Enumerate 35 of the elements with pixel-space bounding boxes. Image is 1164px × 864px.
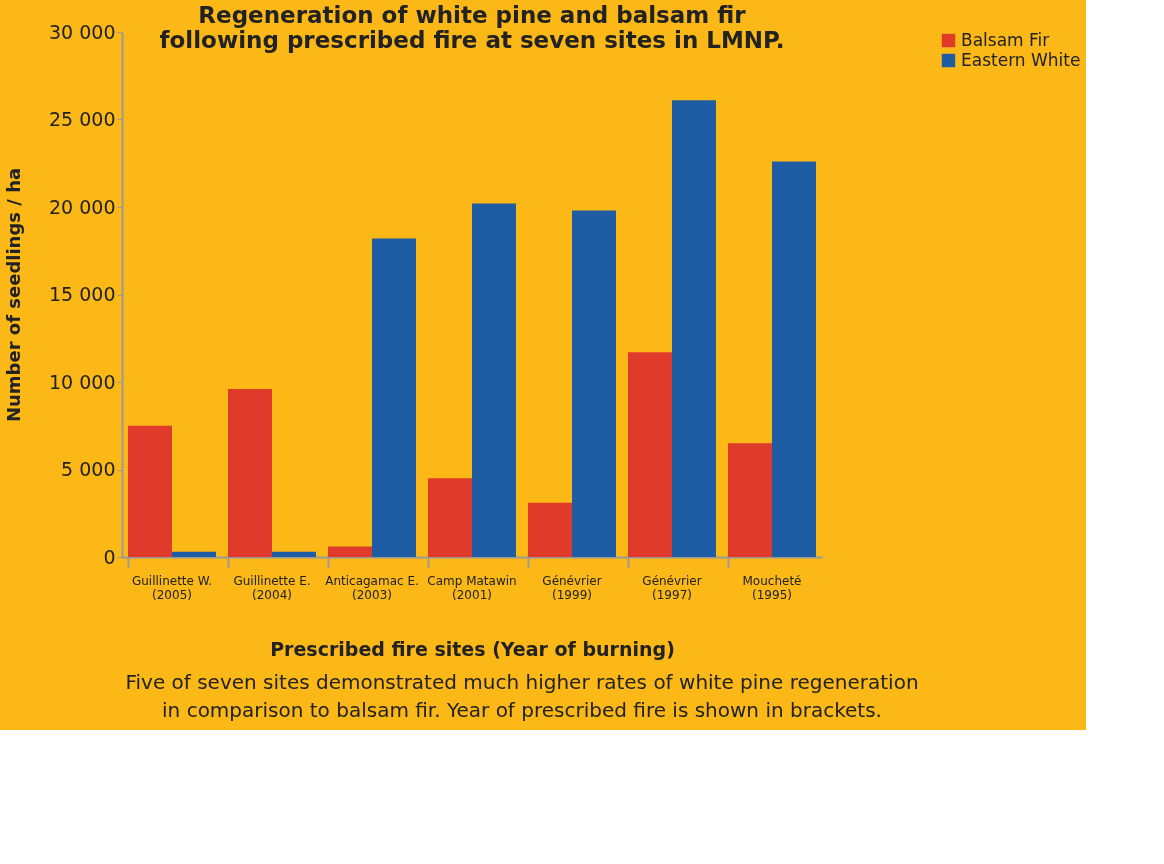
bar	[772, 161, 816, 557]
x-tick-label: Camp Matawin (2001)	[427, 573, 517, 602]
y-tick-label: 5 000	[61, 458, 116, 480]
x-tick-label: Guillinette W. (2005)	[131, 573, 213, 602]
bar	[228, 389, 272, 557]
y-tick-label: 10 000	[49, 370, 116, 393]
y-tick-label: 25 000	[49, 108, 116, 130]
bar	[328, 546, 372, 557]
bar	[372, 238, 416, 557]
chart-title: Regeneration of white pine and balsam fir following prescribed fire at seven sites in LMNP.	[159, 2, 785, 53]
y-tick-label: 30 000	[49, 20, 116, 43]
bar	[728, 443, 772, 557]
x-tick-label: Moucheté (1995)	[742, 573, 802, 602]
bar	[628, 352, 672, 557]
bar	[128, 425, 172, 557]
bar	[272, 551, 316, 557]
x-tick-label: Guillinette E. (2004)	[233, 573, 311, 602]
legend-label: Balsam Fir	[961, 29, 1050, 50]
x-tick-label: Génévrier (1997)	[642, 573, 702, 602]
bar	[172, 551, 216, 557]
x-tick-label: Anticagamac E. (2003)	[325, 573, 419, 602]
legend-label: Eastern White	[961, 49, 1081, 70]
y-tick-label: 20 000	[49, 195, 116, 218]
x-tick-label: Génévrier (1999)	[542, 573, 602, 602]
y-tick-label: 15 000	[49, 283, 116, 305]
bar	[572, 210, 616, 557]
bar	[428, 478, 472, 557]
bar	[528, 502, 572, 557]
text: in comparison to balsam fir. Year of prescribed fire is shown in brackets.	[162, 698, 882, 722]
x-axis-title: Prescribed fire sites (Year of burning)	[270, 637, 675, 660]
bar	[472, 203, 516, 557]
bar	[672, 100, 716, 557]
y-tick-label: 0	[103, 545, 116, 568]
text: Five of seven sites demonstrated much higher rates of white pine regeneration	[125, 670, 919, 694]
y-axis-title: Number of seedlings / ha	[3, 167, 25, 423]
